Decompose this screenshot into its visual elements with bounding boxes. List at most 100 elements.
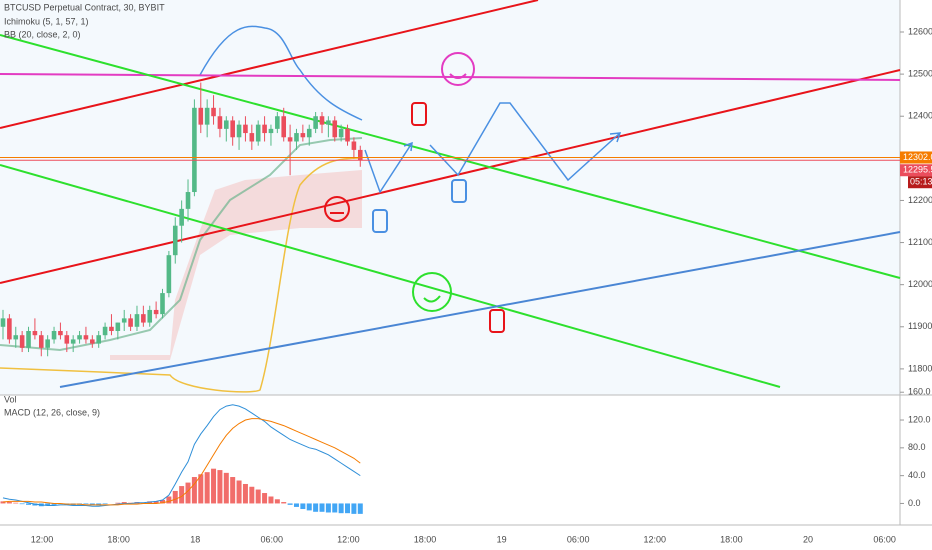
candle-body [109,326,114,331]
price-pane [0,0,900,395]
smiley [441,52,475,86]
hand-icon [451,179,467,203]
candle-body [32,330,38,336]
candle-body [300,133,306,138]
hand-icon [411,102,427,126]
candle-body [287,137,293,142]
candle-body [204,107,210,125]
histogram-bar [166,496,172,504]
histogram-bar [51,503,57,505]
x-tick-label: 06:00 [261,534,284,544]
trend-line [59,231,901,388]
candle-body [172,225,178,256]
x-tick-label: 19 [497,534,507,544]
x-tick-label: 18:00 [414,534,437,544]
y-tick-label: 120.0 [908,414,931,424]
histogram-bar [293,503,299,507]
histogram-bar [332,503,338,513]
candle-body [153,309,159,315]
candle-body [45,339,50,348]
y-tick-label: 0.0 [908,498,921,508]
histogram-bar [191,477,197,504]
x-tick-label: 12:00 [337,534,360,544]
histogram-bar [45,503,51,506]
candle-body [211,107,216,117]
histogram-bar [0,501,6,504]
candle-body [13,335,19,340]
candle-body [319,116,325,125]
histogram-bar [268,496,274,504]
indicator-label: Vol [4,394,17,404]
candle-body [345,128,350,142]
histogram-bar [115,502,121,504]
candle-body [185,192,191,209]
histogram-bar [345,503,351,514]
y-tick-label: 160.0 [908,387,931,397]
histogram-bar [306,503,312,511]
candle-body [179,208,184,226]
histogram-bar [281,502,287,504]
macd-line [2,418,361,506]
chart-title: BTCUSD Perpetual Contract, 30, BYBIT [4,2,165,12]
candle-body [96,335,101,344]
candle-body [313,116,318,129]
y-tick-label: 80.0 [908,442,926,452]
projection-arrows [364,102,622,194]
price-marker-box [900,151,932,164]
candle-body [115,322,121,331]
hand-icon [372,209,388,233]
price-marker-label: 12295.5 [903,165,932,175]
candle-body [64,335,70,344]
candle-body [70,339,76,344]
candle-body [147,309,153,323]
histogram-bar [300,503,306,510]
histogram-bar [351,503,357,514]
ichimoku-cloud [110,170,362,360]
indicator-label: MACD (12, 26, close, 9) [4,407,100,417]
histogram-bar [89,503,95,505]
y-tick-label: 40.0 [908,470,926,480]
bollinger-upper [199,25,363,121]
candle-body [268,128,274,134]
candle-body [217,116,223,129]
candle-body [275,116,280,129]
histogram-bar [6,502,12,504]
y-tick-label: 12400.0 [908,111,932,121]
price-marker-box [900,164,932,177]
y-tick-label: 11800.0 [908,363,932,373]
candle-body [294,133,299,142]
candle-body [26,330,31,348]
candle-body [121,318,127,323]
x-tick-label: 06:00 [567,534,590,544]
histogram-bar [102,503,108,505]
trend-line [0,0,539,129]
histogram-bar [262,493,268,504]
candle-body [141,314,146,323]
candle-body [19,335,25,348]
histogram-bar [287,503,293,505]
candle-body [262,124,267,134]
trend-line [0,69,901,284]
candle-body [192,107,197,193]
candle-body [166,255,172,294]
ichimoku-line [0,157,363,393]
candle-body [230,120,235,138]
histogram-bar [19,503,25,505]
histogram-bar [179,486,185,504]
x-tick-label: 18:00 [720,534,743,544]
candle-body [306,128,312,138]
indicator-label: BB (20, close, 2, 0) [4,29,81,39]
hand-icon [489,309,505,333]
histogram-bar [236,480,242,504]
countdown: 05:13 [910,177,932,187]
candle-body [224,120,229,129]
histogram-bar [26,503,32,505]
x-tick-label: 06:00 [873,534,896,544]
candle-body [326,120,331,125]
candle-body [83,335,89,340]
histogram-bar [338,503,344,514]
histogram-bar [172,490,178,504]
candle-body [249,133,255,142]
x-tick-label: 20 [803,534,813,544]
